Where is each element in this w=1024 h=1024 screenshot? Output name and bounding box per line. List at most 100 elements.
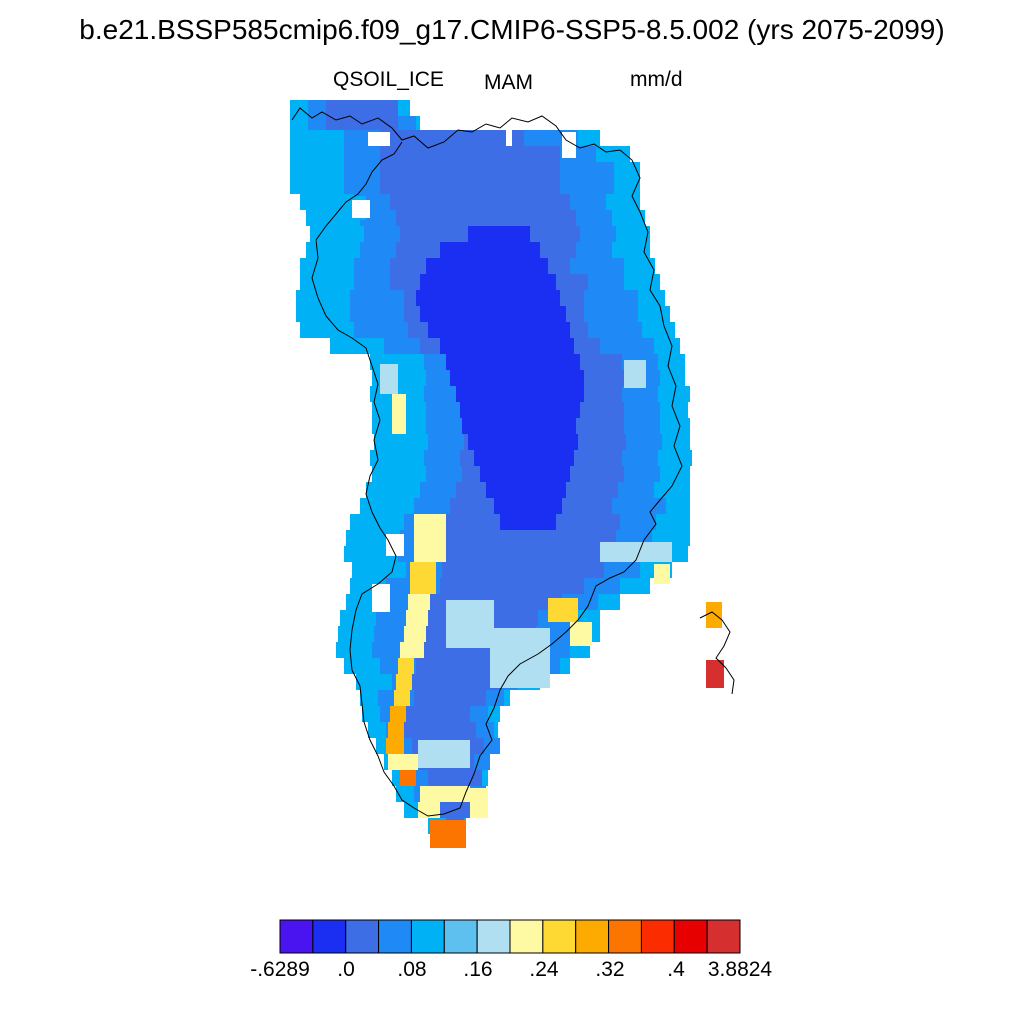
field-cell [566, 290, 584, 306]
field-cell [612, 242, 630, 258]
field-cell [600, 542, 672, 562]
field-cell [406, 450, 424, 466]
field-cell [570, 622, 592, 646]
field-cell [390, 274, 408, 290]
field-cell [406, 354, 424, 370]
field-cell [468, 210, 486, 226]
field-cell [582, 338, 600, 354]
field-cell [386, 290, 404, 306]
colorbar-swatch [476, 919, 511, 954]
field-cell [494, 722, 498, 738]
field-cell [582, 482, 600, 498]
field-cell [542, 146, 560, 162]
field-cell [462, 418, 576, 434]
field-cell [620, 290, 638, 306]
field-cell [614, 178, 632, 194]
field-cell [506, 162, 524, 178]
field-cell [636, 338, 654, 354]
field-cell [542, 130, 560, 146]
field-cell [486, 482, 566, 498]
field-cell [586, 386, 604, 402]
field-cell [706, 602, 722, 628]
field-cell [454, 530, 472, 546]
field-cell [578, 146, 596, 162]
field-cell [452, 130, 470, 146]
field-cell [344, 178, 362, 194]
field-cell [676, 354, 685, 370]
field-cell [516, 194, 534, 210]
field-cell [346, 226, 364, 242]
field-cell [644, 434, 662, 450]
field-cell [588, 274, 606, 290]
iceland-coast-outline [699, 611, 735, 695]
field-cell [398, 658, 414, 674]
field-cell [600, 338, 618, 354]
field-cell [390, 258, 408, 274]
field-cell [482, 562, 560, 578]
field-cell [606, 258, 624, 274]
field-cell [416, 658, 434, 674]
field-cell [408, 466, 426, 482]
field-cell [326, 100, 344, 116]
field-cell [408, 322, 426, 338]
field-cell [508, 594, 526, 610]
field-cell [290, 178, 308, 194]
field-cell [658, 386, 676, 402]
field-cell [468, 690, 486, 706]
field-cell [414, 690, 432, 706]
field-cell [606, 274, 624, 290]
field-cell [624, 322, 642, 338]
field-cell [354, 322, 372, 338]
field-cell [356, 626, 374, 642]
field-cell [324, 242, 342, 258]
field-cell [368, 290, 386, 306]
field-cell [552, 642, 570, 658]
field-cell [588, 370, 606, 386]
field-cell [638, 514, 656, 530]
colorbar-tick-label: 3.8824 [707, 958, 773, 981]
field-cell [372, 258, 390, 274]
field-cell [326, 130, 344, 146]
field-cell [350, 306, 368, 322]
field-cell [372, 642, 390, 658]
field-cell [622, 450, 640, 466]
field-cell [656, 514, 674, 530]
missing-data-cell [352, 200, 370, 218]
field-cell [384, 482, 402, 498]
field-cell [442, 450, 460, 466]
field-cell [570, 274, 588, 290]
field-cell [640, 386, 658, 402]
field-cell [504, 690, 510, 706]
field-cell [672, 338, 680, 354]
field-cell [290, 100, 308, 116]
field-cell [460, 450, 478, 466]
field-cell [566, 514, 584, 530]
field-cell [374, 674, 392, 690]
field-cell [450, 210, 468, 226]
field-cell [374, 626, 392, 642]
field-cell [362, 658, 380, 674]
field-cell [588, 418, 606, 434]
field-cell [386, 738, 404, 754]
field-cell [398, 100, 410, 116]
field-cell [442, 562, 460, 578]
colorbar-swatch [608, 919, 642, 954]
field-cell [624, 194, 640, 210]
field-cell [408, 370, 426, 386]
field-cell [560, 658, 570, 674]
colorbar-swatch [279, 919, 314, 954]
field-cell [380, 178, 398, 194]
field-cell [458, 722, 476, 738]
field-cell [354, 274, 372, 290]
field-cell [380, 116, 398, 132]
field-cell [576, 242, 594, 258]
field-cell [348, 338, 366, 354]
field-cell [440, 338, 574, 354]
season-label: MAM [484, 71, 533, 94]
field-cell [420, 338, 438, 354]
field-cell [642, 322, 660, 338]
field-cell [398, 116, 416, 132]
field-cell [388, 754, 418, 770]
field-cell [318, 274, 336, 290]
field-cell [452, 658, 470, 674]
